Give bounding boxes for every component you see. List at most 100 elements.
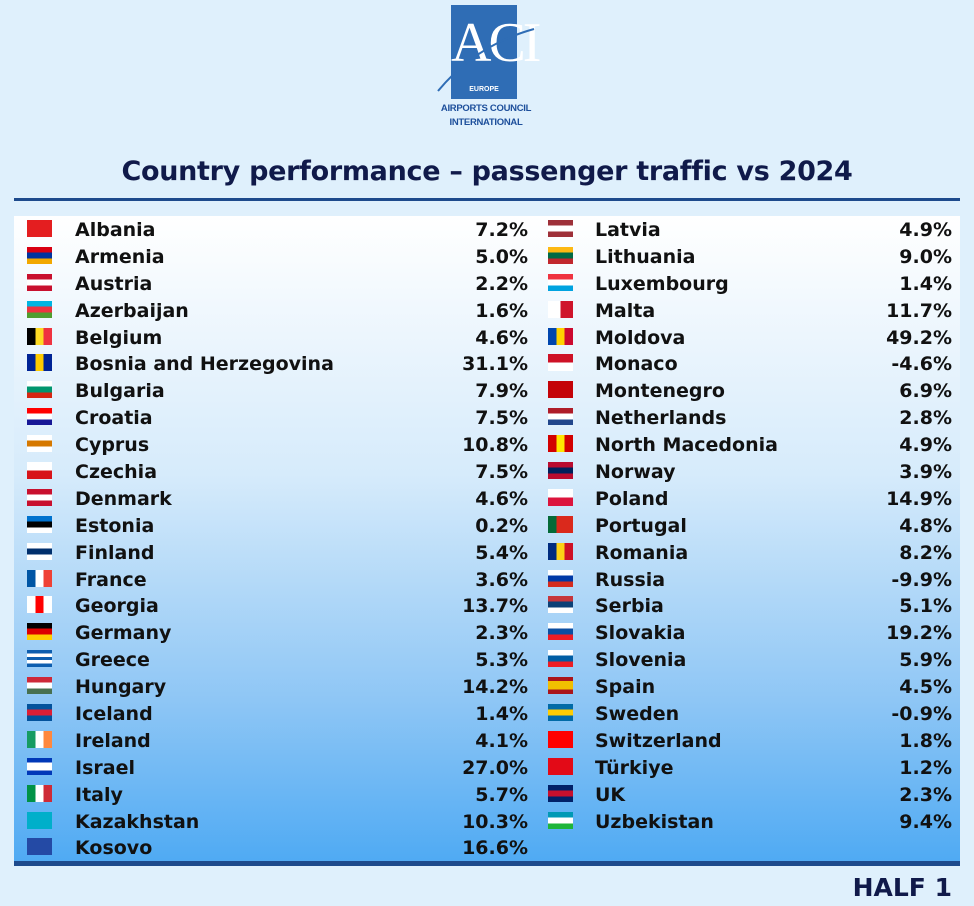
country-name: Kazakhstan [75,810,200,833]
flag-icon [27,246,52,264]
traffic-change-value: 5.4% [475,541,528,564]
traffic-change-value: 1.4% [475,703,528,726]
country-name: Spain [595,676,656,699]
traffic-change-value: 5.7% [475,783,528,806]
table-row: Ireland 4.1% [14,727,534,754]
flag-icon [548,569,573,587]
flag-icon [548,811,573,829]
table-row: Georgia 13.7% [14,592,534,619]
traffic-change-value: 9.0% [899,245,952,268]
traffic-change-value: 27.0% [462,756,528,779]
country-name: Austria [75,272,153,295]
flag-icon [548,354,573,372]
country-name: Israel [75,756,135,779]
country-name: Uzbekistan [595,810,714,833]
traffic-change-value: 4.1% [475,729,528,752]
traffic-change-value: 4.5% [899,676,952,699]
traffic-change-value: 19.2% [886,622,952,645]
traffic-change-value: 13.7% [462,595,528,618]
country-name: Lithuania [595,245,696,268]
table-row: Latvia 4.9% [534,216,960,243]
table-row: Spain 4.5% [534,673,960,700]
traffic-change-value: 14.9% [886,487,952,510]
country-name: Hungary [75,676,167,699]
period-label: HALF 1 [852,873,952,902]
country-name: Malta [595,299,656,322]
aci-europe-logo: ACI EUROPE AIRPORTS COUNCIL INTERNATIONA… [436,5,541,133]
table-row: Türkiye 1.2% [534,754,960,781]
flag-icon [548,220,573,237]
table-row: Netherlands 2.8% [534,404,960,431]
table-row: UK 2.3% [534,781,960,808]
table-row: North Macedonia 4.9% [534,431,960,458]
flag-icon [548,462,573,480]
flag-icon [548,300,573,318]
flag-icon [27,838,52,856]
flag-icon [548,623,573,641]
table-row: Malta 11.7% [534,297,960,324]
country-name: Ireland [75,729,151,752]
traffic-change-value: 4.6% [475,326,528,349]
country-name: Belgium [75,326,163,349]
country-name: Serbia [595,595,664,618]
country-name: Poland [595,487,669,510]
table-row: Czechia 7.5% [14,458,534,485]
traffic-change-value: 31.1% [462,353,528,376]
table-row: Lithuania 9.0% [534,243,960,270]
flag-icon [27,596,52,614]
divider-top [14,198,960,201]
table-row: Serbia 5.1% [534,592,960,619]
country-table: Albania 7.2% Armenia 5.0% Austria 2.2% Azerbai… [14,216,960,862]
flag-icon [548,515,573,533]
flag-icon [548,677,573,695]
table-row: Russia -9.9% [534,566,960,593]
country-name: Norway [595,461,676,484]
flag-icon [27,435,52,453]
flag-icon [27,704,52,722]
flag-icon [548,757,573,775]
flag-icon [27,273,52,291]
country-name: Estonia [75,514,155,537]
table-row: Israel 27.0% [14,754,534,781]
country-name: Russia [595,568,666,591]
flag-icon [27,462,52,480]
table-row: Albania 7.2% [14,216,534,243]
table-row: Slovenia 5.9% [534,646,960,673]
table-row: Portugal 4.8% [534,512,960,539]
country-name: Italy [75,783,123,806]
traffic-change-value: 2.3% [899,783,952,806]
table-row: France 3.6% [14,566,534,593]
traffic-change-value: 2.3% [475,622,528,645]
country-name: North Macedonia [595,434,778,457]
traffic-change-value: 7.9% [475,380,528,403]
table-row: Denmark 4.6% [14,485,534,512]
table-row: Bulgaria 7.9% [14,377,534,404]
flag-icon [548,596,573,614]
flag-icon [27,623,52,641]
traffic-change-value: 1.8% [899,729,952,752]
logo-box [451,5,517,99]
table-row: Austria 2.2% [14,270,534,297]
left-column: Albania 7.2% Armenia 5.0% Austria 2.2% Azerbai… [14,216,534,861]
table-row: Germany 2.3% [14,619,534,646]
country-name: Greece [75,649,150,672]
table-row: Cyprus 10.8% [14,431,534,458]
traffic-change-value: 1.4% [899,272,952,295]
table-row: Greece 5.3% [14,646,534,673]
traffic-change-value: 10.3% [462,810,528,833]
flag-icon [27,811,52,829]
table-row: Kosovo 16.6% [14,834,534,861]
country-name: Montenegro [595,380,725,403]
table-row: Belgium 4.6% [14,324,534,351]
traffic-change-value: 4.9% [899,434,952,457]
flag-icon [548,273,573,291]
traffic-change-value: -9.9% [891,568,952,591]
flag-icon [27,515,52,533]
traffic-change-value: 7.5% [475,407,528,430]
traffic-change-value: 11.7% [886,299,952,322]
table-row: Sweden -0.9% [534,700,960,727]
traffic-change-value: -0.9% [891,703,952,726]
country-name: Croatia [75,407,153,430]
flag-icon [27,354,52,372]
country-name: UK [595,783,626,806]
